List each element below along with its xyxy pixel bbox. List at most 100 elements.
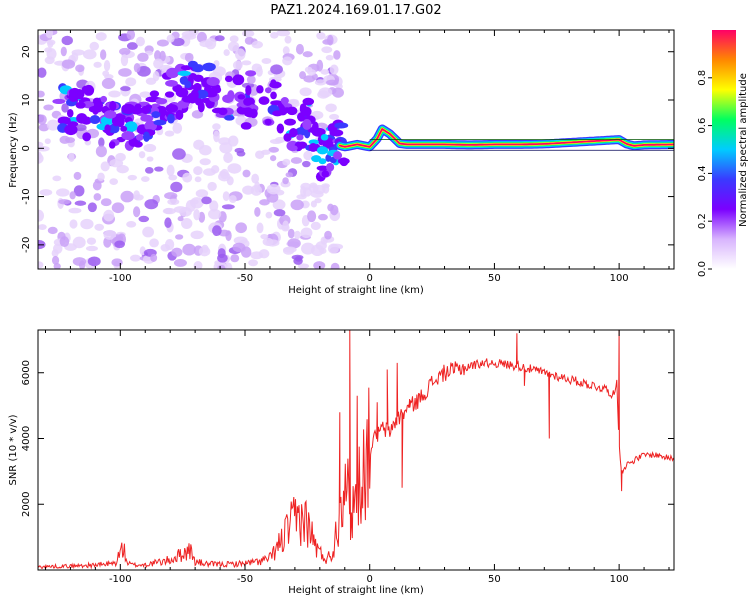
spectrogram-cell	[221, 204, 235, 210]
spectrogram-cell	[181, 30, 196, 38]
spectrogram-frame	[37, 29, 675, 270]
spectrogram-cell	[264, 87, 272, 94]
spectrogram-cell	[329, 64, 339, 75]
spectrogram-cell	[284, 118, 296, 126]
spectrogram-cell	[193, 261, 203, 269]
spectrogram-cell	[86, 237, 97, 245]
spectrogram-cell	[116, 164, 129, 174]
spectrogram-cell	[316, 165, 329, 171]
spectrogram-x-tick-label: -50	[237, 273, 253, 284]
spectrogram-cell	[198, 246, 211, 257]
spectrogram-cell	[47, 226, 58, 235]
spectrogram-cell	[135, 36, 145, 47]
snr-frame	[37, 329, 675, 571]
spectrogram-cell	[155, 97, 168, 105]
spectrogram-cell	[224, 75, 233, 83]
spectrogram-cell	[230, 254, 240, 263]
spectrogram-cell	[329, 113, 340, 120]
spectrogram-cell	[300, 227, 313, 239]
spectrogram-cell	[181, 218, 193, 230]
spectrogram-cell	[138, 151, 146, 159]
spectrogram-cell	[270, 155, 277, 162]
spectrogram-cell	[166, 67, 179, 79]
spectrogram-cell	[316, 59, 324, 72]
spectrogram-cell	[190, 89, 199, 101]
spectrogram-cell	[140, 105, 151, 114]
spectrogram-cell	[58, 199, 71, 205]
spectrogram-cell	[114, 240, 125, 249]
spectrogram-cell	[46, 119, 60, 131]
spectrogram-cell	[156, 39, 169, 47]
spectrogram-cell	[38, 141, 44, 148]
spectrogram-cell	[51, 255, 60, 265]
spectrogram-cell	[102, 70, 110, 77]
spectrogram-cell	[68, 207, 82, 214]
spectrogram-cell	[103, 110, 117, 119]
spectrogram-cell	[308, 139, 319, 145]
colorbar-tick-label: 0.0	[697, 261, 708, 277]
snr-series-line	[38, 330, 674, 570]
spectrogram-y-axis-label: Frequency (Hz)	[8, 112, 19, 188]
spectrogram-cell	[154, 50, 162, 61]
spectrogram-cell	[121, 103, 136, 115]
spectrogram-cell	[69, 219, 78, 229]
spectrogram-cell	[137, 52, 149, 62]
spectrogram-cell	[89, 115, 101, 125]
spectrogram-cell	[283, 133, 292, 142]
spectrogram-cell	[210, 165, 220, 174]
spectrogram-cell	[218, 107, 228, 116]
spectrogram-cell	[302, 118, 312, 130]
spectrogram-cell	[308, 184, 319, 193]
spectrogram-cell	[193, 209, 201, 221]
spectrogram-cell	[44, 56, 55, 65]
spectrogram-cell	[318, 213, 328, 221]
spectrogram-cell	[266, 184, 281, 195]
spectrogram-cell	[246, 75, 256, 85]
spectrogram-cell	[145, 96, 159, 103]
spectrogram-cell	[295, 43, 304, 55]
colorbar-ticks: 0.0 0.2 0.4 0.6 0.8	[697, 70, 712, 277]
spectrogram-cell	[199, 158, 211, 166]
spectrogram-cell	[103, 60, 111, 72]
spectrogram-cell	[316, 146, 329, 155]
spectrogram-cell	[153, 58, 164, 69]
spectrogram-cell	[68, 91, 78, 102]
spectrogram-cell	[290, 145, 298, 151]
spectrogram-cell	[270, 64, 283, 75]
spectrogram-cell	[44, 138, 51, 145]
spectrogram-cell	[38, 224, 47, 230]
spectrogram-cell	[124, 121, 138, 132]
spectrogram-cell	[262, 237, 274, 246]
spectrogram-cell	[101, 77, 116, 89]
spectrogram-cell	[232, 242, 246, 253]
spectrogram-cell	[334, 122, 349, 129]
spectrogram-cell	[208, 208, 222, 220]
spectrogram-cell	[224, 262, 233, 269]
spectrogram-cell	[164, 91, 175, 98]
spectrogram-cell	[134, 103, 142, 110]
spectrogram-cell	[95, 32, 107, 41]
spectrogram-cell	[218, 171, 231, 182]
spectrogram-cell	[173, 206, 188, 213]
spectrogram-cell	[196, 31, 207, 43]
spectrogram-cell	[57, 116, 71, 125]
spectrogram-cell	[133, 63, 141, 73]
spectrogram-cell	[261, 58, 272, 65]
spectrogram-cell	[282, 56, 293, 66]
spectrogram-cell	[43, 104, 54, 111]
spectrogram-cell	[268, 146, 280, 153]
spectrogram-cell	[65, 137, 76, 143]
spectrogram-cell	[294, 255, 303, 262]
spectrogram-cell	[332, 87, 344, 98]
snr-x-tick-label: 100	[610, 574, 629, 585]
spectrogram-cell	[228, 41, 240, 52]
spectrogram-cell	[166, 34, 175, 43]
spectrogram-cell	[100, 198, 112, 207]
spectrogram-cell	[55, 188, 70, 197]
spectrogram-cell	[214, 35, 225, 42]
spectrogram-cell	[82, 49, 97, 60]
spectrogram-cell	[227, 163, 242, 174]
spectrogram-cell	[64, 126, 77, 132]
